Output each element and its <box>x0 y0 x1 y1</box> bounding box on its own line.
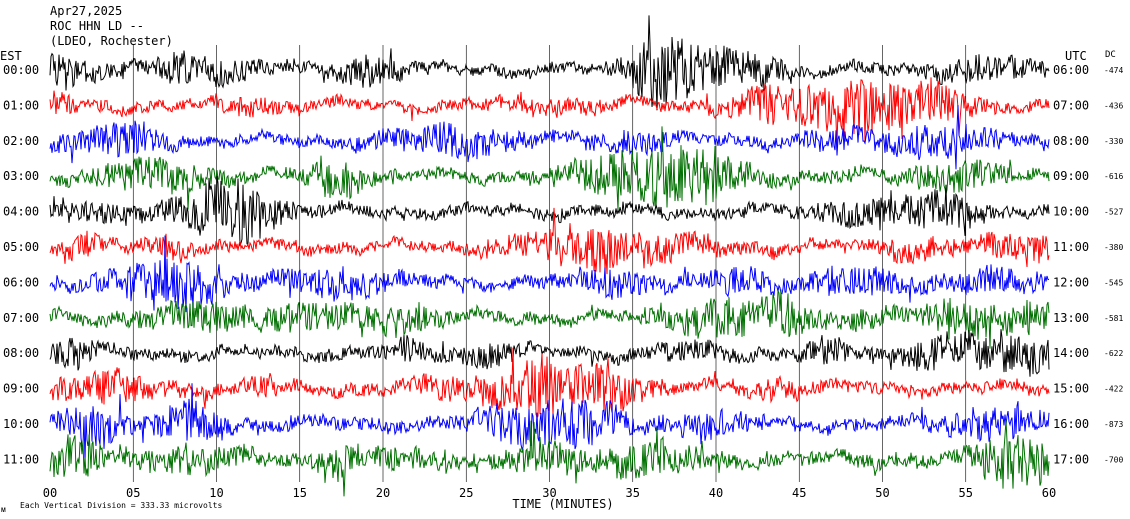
utc-label-15:00: 15:00 <box>1053 382 1089 396</box>
dc-value-08:00: -622 <box>1104 349 1123 358</box>
est-label-03:00: 03:00 <box>3 169 39 183</box>
x-tick-label-10: 10 <box>209 486 223 500</box>
est-label-11:00: 11:00 <box>3 452 39 466</box>
x-tick-label-25: 25 <box>459 486 473 500</box>
dc-value-11:00: -700 <box>1104 455 1123 464</box>
dc-value-03:00: -616 <box>1104 172 1123 181</box>
x-tick-label-30: 30 <box>542 486 556 500</box>
dc-value-04:00: -527 <box>1104 208 1123 217</box>
utc-label-12:00: 12:00 <box>1053 275 1089 289</box>
utc-label-08:00: 08:00 <box>1053 134 1089 148</box>
trace-00:00 <box>49 15 1050 111</box>
right-axis-label: UTC <box>1065 49 1087 63</box>
utc-label-10:00: 10:00 <box>1053 205 1089 219</box>
dc-label: DC <box>1105 50 1116 60</box>
x-tick-label-05: 05 <box>126 486 140 500</box>
chart-date: Apr27,2025 <box>50 4 122 18</box>
x-tick-label-60: 60 <box>1042 486 1056 500</box>
dc-value-01:00: -436 <box>1104 101 1123 110</box>
x-tick-label-20: 20 <box>376 486 390 500</box>
chart-station: ROC HHN LD -- <box>50 19 144 33</box>
dc-value-05:00: -380 <box>1104 243 1123 252</box>
dc-value-00:00: -474 <box>1104 66 1123 75</box>
x-tick-labels: 00 05 10 15 20 25 30 35 40 45 50 55 60 <box>43 486 1056 500</box>
dc-value-06:00: -545 <box>1104 278 1123 287</box>
trace-03:00 <box>49 126 1050 210</box>
utc-label-11:00: 11:00 <box>1053 240 1089 254</box>
scale-note: Each Vertical Division = 333.33 microvol… <box>20 501 222 510</box>
x-tick-label-50: 50 <box>875 486 889 500</box>
x-tick-label-00: 00 <box>43 486 57 500</box>
trace-09:00 <box>49 347 1050 419</box>
trace-01:00 <box>49 77 1050 150</box>
utc-label-16:00: 16:00 <box>1053 417 1089 431</box>
utc-label-07:00: 07:00 <box>1053 98 1089 112</box>
chart-network: (LDEO, Rochester) <box>50 34 173 48</box>
trace-08:00 <box>49 329 1050 377</box>
est-label-06:00: 06:00 <box>3 275 39 289</box>
x-tick-label-35: 35 <box>626 486 640 500</box>
utc-label-17:00: 17:00 <box>1053 452 1089 466</box>
row-labels: 00:00 06:00 -474 01:00 07:00 -436 02:00 08:00 -3… <box>3 63 1123 466</box>
trace-06:00 <box>49 235 1050 313</box>
utc-label-06:00: 06:00 <box>1053 63 1089 77</box>
x-tick-label-40: 40 <box>709 486 723 500</box>
utc-label-13:00: 13:00 <box>1053 311 1089 325</box>
est-label-04:00: 04:00 <box>3 205 39 219</box>
x-axis-label: TIME (MINUTES) <box>512 497 613 511</box>
trace-11:00 <box>49 419 1050 497</box>
est-label-10:00: 10:00 <box>3 417 39 431</box>
grid-lines <box>132 45 967 482</box>
left-axis-label: EST <box>0 49 22 63</box>
utc-label-14:00: 14:00 <box>1053 346 1089 360</box>
x-tick-label-45: 45 <box>792 486 806 500</box>
trace-05:00 <box>49 207 1050 275</box>
dc-value-09:00: -422 <box>1104 385 1123 394</box>
utc-label-09:00: 09:00 <box>1053 169 1089 183</box>
est-label-01:00: 01:00 <box>3 98 39 112</box>
trace-07:00 <box>49 289 1050 349</box>
est-label-09:00: 09:00 <box>3 382 39 396</box>
x-tick-label-55: 55 <box>959 486 973 500</box>
dc-value-07:00: -581 <box>1104 314 1123 323</box>
est-label-00:00: 00:00 <box>3 63 39 77</box>
est-label-08:00: 08:00 <box>3 346 39 360</box>
trace-04:00 <box>49 175 1050 247</box>
est-label-02:00: 02:00 <box>3 134 39 148</box>
est-label-07:00: 07:00 <box>3 311 39 325</box>
trace-02:00 <box>49 105 1050 170</box>
dc-value-02:00: -330 <box>1104 137 1123 146</box>
x-tick-label-15: 15 <box>293 486 307 500</box>
traces <box>49 15 1050 497</box>
dc-value-10:00: -873 <box>1104 420 1123 429</box>
footer-mark: ᴍ <box>1 505 6 514</box>
est-label-05:00: 05:00 <box>3 240 39 254</box>
